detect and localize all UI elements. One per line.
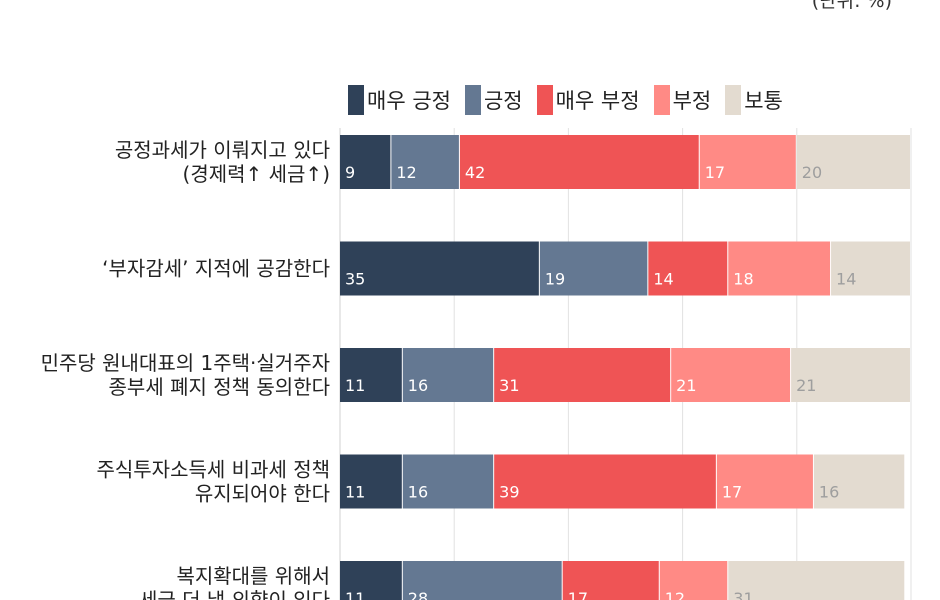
data-label: 21	[676, 376, 696, 395]
bar-segment	[402, 348, 494, 402]
data-label: 39	[499, 483, 519, 502]
bar-segment	[340, 241, 539, 296]
legend-item: 보통	[725, 85, 783, 115]
data-label: 21	[796, 376, 816, 395]
bar-segment	[402, 561, 562, 600]
bar-segment	[494, 348, 671, 402]
bar-segment	[340, 561, 402, 600]
legend-item: 매우 긍정	[348, 85, 451, 115]
category-label: 유지되어야 한다	[195, 482, 330, 506]
category-label: 세금 더 낼 의향이 있다	[139, 588, 330, 600]
bar-segment	[716, 454, 813, 509]
data-label: 11	[345, 589, 365, 600]
category-label: 복지확대를 위해서	[176, 564, 330, 588]
legend-label: 매우 긍정	[367, 89, 451, 113]
data-label: 11	[345, 376, 365, 395]
category-label: 민주당 원내대표의 1주택·실거주자	[41, 351, 330, 375]
data-label: 12	[396, 163, 416, 182]
category-label: (경제력↑ 세금↑)	[183, 162, 330, 186]
data-label: 18	[733, 270, 753, 289]
bar-segment	[699, 135, 796, 189]
bar-segment	[340, 135, 391, 189]
bar-segment	[671, 348, 791, 402]
bar-segment	[648, 241, 728, 296]
legend-swatch	[725, 85, 742, 115]
bar-segment	[796, 135, 910, 189]
data-label: 31	[733, 589, 753, 600]
legend-label: 매우 부정	[555, 89, 640, 113]
bar-segment	[728, 241, 831, 296]
bar-segment	[659, 561, 728, 600]
data-label: 19	[545, 270, 565, 289]
data-label: 16	[819, 483, 839, 502]
bar-segment	[562, 561, 659, 600]
data-label: 17	[568, 589, 588, 600]
legend-item: 매우 부정	[536, 85, 640, 115]
bar-segment	[728, 561, 905, 600]
data-label: 31	[499, 376, 519, 395]
legend-swatch	[536, 85, 553, 115]
data-label: 28	[408, 589, 428, 600]
bar-segment	[340, 454, 402, 509]
legend-label: 부정	[672, 89, 712, 113]
category-label: ‘부자감세’ 지적에 공감한다	[102, 257, 330, 281]
data-label: 14	[653, 270, 673, 289]
category-label: 공정과세가 이뤄지고 있다	[115, 138, 330, 162]
data-label: 17	[722, 483, 742, 502]
data-label: 16	[408, 483, 428, 502]
bar-segment	[459, 135, 699, 189]
bar-segment	[340, 348, 402, 402]
bar-segment	[494, 454, 716, 509]
data-label: 12	[665, 589, 685, 600]
legend: 매우 긍정 긍정 매우 부정 부정 보통	[348, 84, 797, 116]
legend-item: 긍정	[464, 85, 523, 115]
bar-segment	[391, 135, 459, 189]
data-label: 16	[408, 376, 428, 395]
bar-segment	[539, 241, 648, 296]
category-label: 종부세 폐지 정책 동의한다	[109, 375, 330, 399]
legend-label: 보통	[744, 89, 783, 113]
bar-segment	[791, 348, 910, 402]
data-label: 42	[465, 163, 485, 182]
legend-item: 부정	[653, 85, 712, 115]
unit-note: (단위: %)	[811, 0, 892, 12]
legend-swatch	[348, 85, 364, 115]
bar-segment	[813, 454, 905, 509]
data-label: 14	[836, 270, 856, 289]
bar-segment	[402, 454, 494, 509]
category-label: 주식투자소득세 비과세 정책	[96, 458, 330, 482]
data-label: 11	[345, 483, 365, 502]
data-label: 35	[345, 270, 365, 289]
legend-swatch	[464, 85, 481, 115]
data-label: 20	[802, 163, 822, 182]
data-label: 9	[345, 163, 355, 182]
legend-swatch	[653, 85, 670, 115]
data-label: 17	[705, 163, 725, 182]
bar-segment	[831, 241, 910, 296]
legend-label: 긍정	[483, 89, 523, 113]
